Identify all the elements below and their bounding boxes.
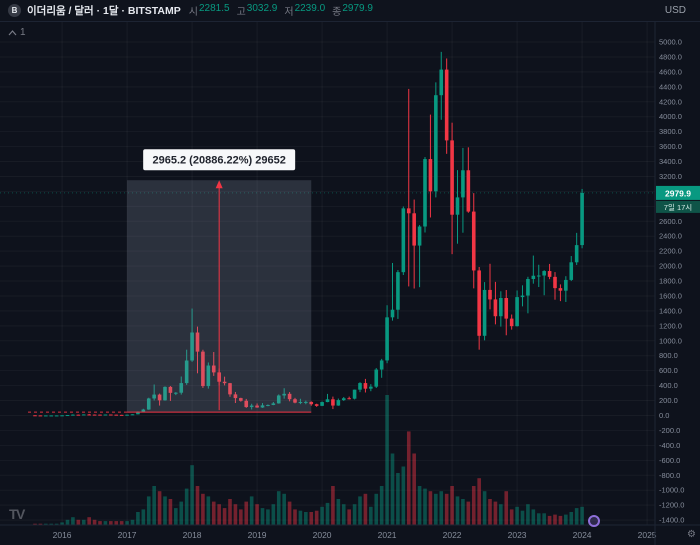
svg-text:3200.0: 3200.0: [659, 172, 682, 181]
high-label: 고: [236, 7, 246, 18]
time-axis[interactable]: 2016 2017 2018 2019 2020 2021 2022 2023 2024 2025: [53, 530, 657, 540]
svg-text:2023: 2023: [508, 530, 527, 540]
svg-text:2025: 2025: [638, 530, 657, 540]
ohlc-readout: 시 2281.5 고 3032.9 저 2239.0 종 2979.9: [189, 3, 373, 18]
measure-tool[interactable]: 2965.2 (20886.22%) 29652: [28, 149, 312, 413]
svg-text:5000.0: 5000.0: [659, 38, 682, 47]
currency-usd-button[interactable]: USD: [659, 3, 692, 18]
high-value: 3032.9: [246, 3, 278, 14]
svg-text:2965.2 (20886.22%) 29652: 2965.2 (20886.22%) 29652: [152, 155, 285, 167]
timescale-settings-gear-icon[interactable]: ⚙: [687, 529, 696, 540]
svg-text:2017: 2017: [118, 530, 137, 540]
svg-text:4800.0: 4800.0: [659, 52, 682, 61]
low-value: 2239.0: [294, 3, 326, 14]
chart-header: B 이더리움 / 달러 · 1달 · BITSTAMP 시 2281.5 고 303…: [0, 0, 700, 22]
svg-text:2979.9: 2979.9: [665, 188, 691, 198]
svg-text:2021: 2021: [378, 530, 397, 540]
svg-text:3600.0: 3600.0: [659, 142, 682, 151]
svg-text:-400.0: -400.0: [659, 441, 680, 450]
close-label: 종: [332, 7, 342, 18]
svg-text:600.0: 600.0: [659, 366, 678, 375]
chevron-up-icon: [8, 29, 17, 35]
svg-text:-600.0: -600.0: [659, 456, 680, 465]
svg-text:0.0: 0.0: [659, 411, 669, 420]
countdown-badge: 7일 17시: [656, 200, 700, 213]
svg-text:-1200.0: -1200.0: [659, 501, 684, 510]
svg-text:1800.0: 1800.0: [659, 277, 682, 286]
svg-text:2600.0: 2600.0: [659, 217, 682, 226]
tradingview-logo[interactable]: TV: [9, 506, 25, 522]
svg-text:2016: 2016: [53, 530, 72, 540]
candlestick-series: [33, 51, 584, 417]
volume-series: [33, 395, 584, 525]
svg-text:2018: 2018: [183, 530, 202, 540]
price-axis[interactable]: 5000.0 4800.0 4600.0 4400.0 4200.0 4000.0 3800…: [659, 38, 684, 525]
open-value: 2281.5: [198, 3, 230, 14]
svg-text:2022: 2022: [443, 530, 462, 540]
svg-text:4200.0: 4200.0: [659, 97, 682, 106]
svg-text:2000.0: 2000.0: [659, 262, 682, 271]
svg-text:2400.0: 2400.0: [659, 232, 682, 241]
svg-text:-800.0: -800.0: [659, 471, 680, 480]
svg-text:-1000.0: -1000.0: [659, 486, 684, 495]
symbol-title[interactable]: 이더리움 / 달러 · 1달 · BITSTAMP: [27, 5, 181, 17]
pane-control-count: 1: [20, 27, 26, 38]
svg-text:3400.0: 3400.0: [659, 157, 682, 166]
svg-text:4600.0: 4600.0: [659, 67, 682, 76]
axis-borders: [0, 22, 700, 545]
grid-lines: [0, 22, 655, 525]
svg-text:800.0: 800.0: [659, 351, 678, 360]
svg-text:400.0: 400.0: [659, 381, 678, 390]
svg-text:4000.0: 4000.0: [659, 112, 682, 121]
low-label: 저: [284, 7, 294, 18]
svg-text:7일 17시: 7일 17시: [664, 203, 692, 212]
svg-text:-1400.0: -1400.0: [659, 516, 684, 525]
svg-text:200.0: 200.0: [659, 396, 678, 405]
svg-text:2020: 2020: [313, 530, 332, 540]
pane-control[interactable]: 1: [8, 27, 26, 38]
svg-text:-200.0: -200.0: [659, 426, 680, 435]
svg-text:1600.0: 1600.0: [659, 291, 682, 300]
symbol-logo-icon: B: [8, 4, 21, 17]
svg-text:1000.0: 1000.0: [659, 336, 682, 345]
event-sticker-icon[interactable]: [588, 515, 600, 527]
last-price-badge[interactable]: 2979.9: [656, 185, 700, 200]
close-value: 2979.9: [342, 3, 373, 14]
svg-text:4400.0: 4400.0: [659, 82, 682, 91]
symbol-info[interactable]: B 이더리움 / 달러 · 1달 · BITSTAMP: [8, 3, 181, 18]
svg-text:2024: 2024: [573, 530, 592, 540]
open-label: 시: [188, 7, 198, 18]
svg-text:1400.0: 1400.0: [659, 306, 682, 315]
svg-text:2019: 2019: [248, 530, 267, 540]
svg-text:3800.0: 3800.0: [659, 127, 682, 136]
measure-label[interactable]: 2965.2 (20886.22%) 29652: [143, 149, 296, 171]
svg-text:2200.0: 2200.0: [659, 247, 682, 256]
svg-text:1200.0: 1200.0: [659, 321, 682, 330]
